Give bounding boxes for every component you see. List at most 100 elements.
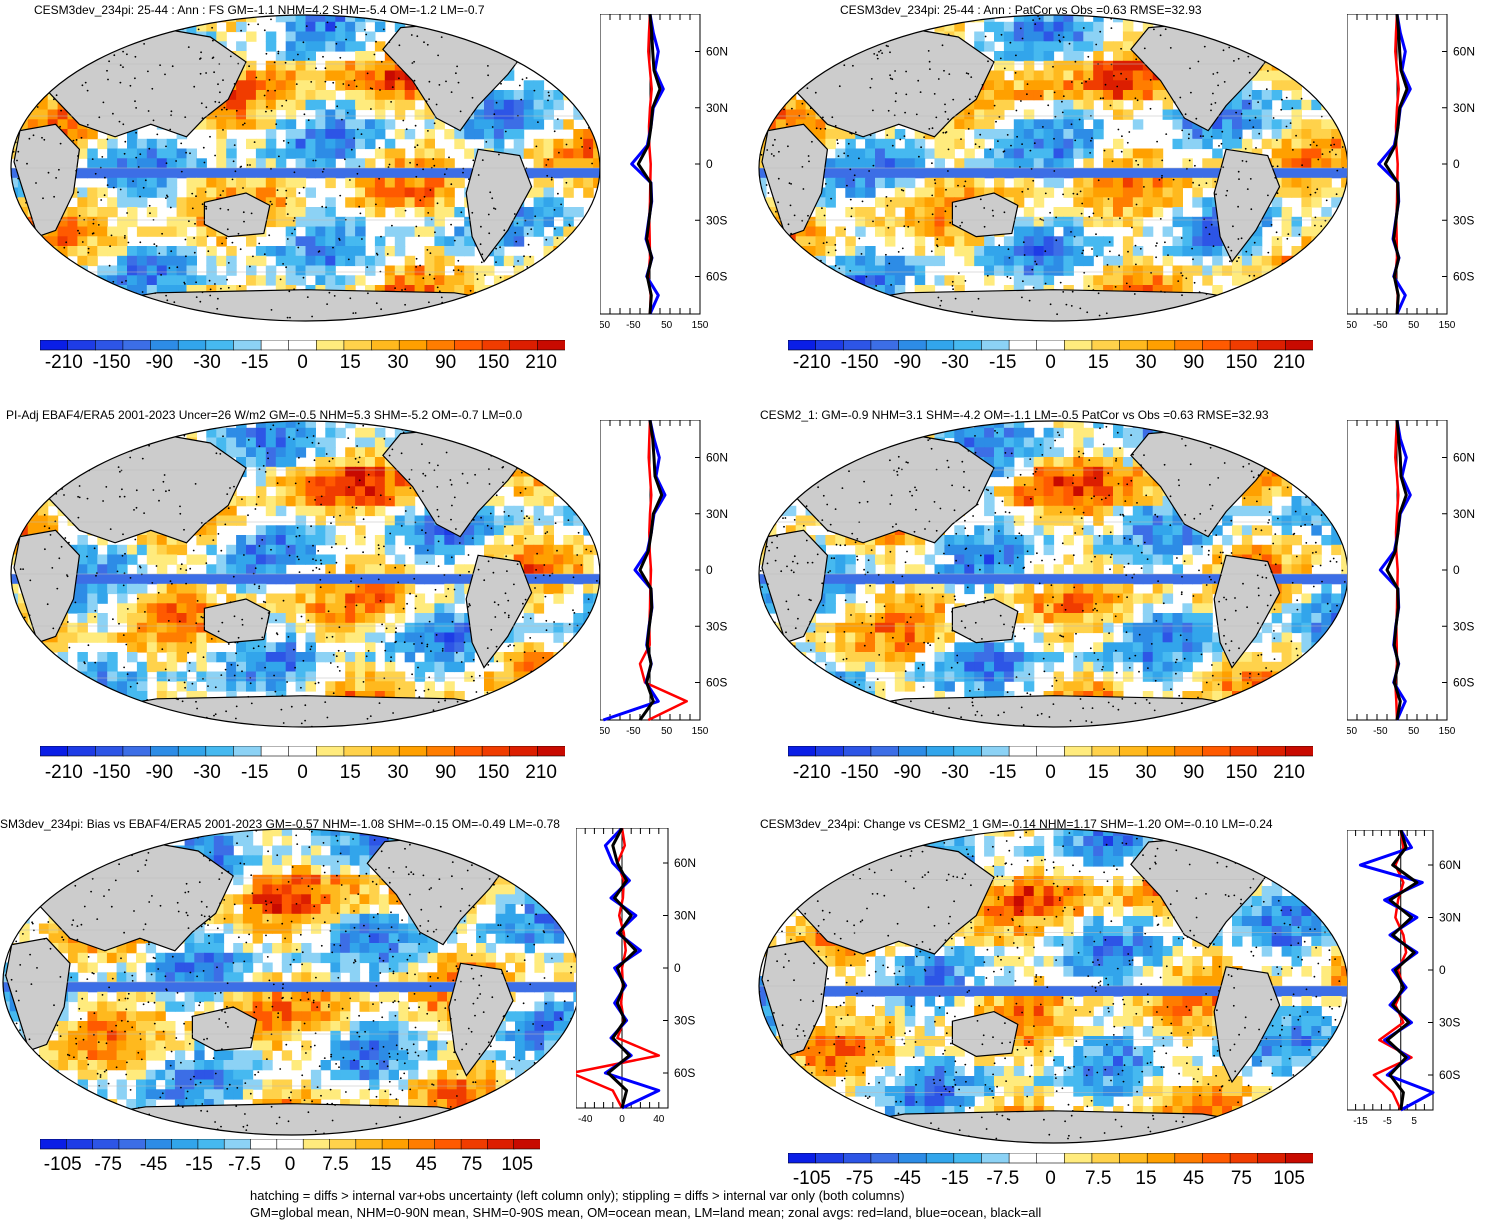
anomaly-cell	[1172, 187, 1183, 198]
anomaly-cell	[1083, 129, 1094, 140]
anomaly-cell	[285, 476, 297, 487]
anomaly-cell	[894, 304, 906, 315]
stipple-dot	[1087, 285, 1090, 287]
anomaly-cell	[865, 304, 876, 315]
anomaly-cell	[186, 421, 197, 429]
stipple-dot	[56, 70, 59, 73]
stipple-dot	[1217, 84, 1219, 87]
anomaly-cell	[285, 60, 297, 72]
stipple-dot	[513, 265, 515, 268]
stipple-dot	[199, 57, 202, 60]
stipple-dot	[495, 247, 497, 250]
anomaly-cell	[563, 216, 574, 228]
anomaly-cell	[1063, 148, 1074, 159]
anomaly-cell	[335, 427, 346, 439]
anomaly-cell	[305, 99, 316, 111]
anomaly-cell	[345, 505, 356, 517]
anomaly-cell	[484, 129, 495, 140]
anomaly-cell	[444, 129, 455, 140]
anomaly-cell	[275, 158, 287, 169]
anomaly-cell	[1043, 60, 1055, 72]
stipple-dot	[235, 109, 238, 112]
anomaly-cell	[765, 41, 777, 52]
anomaly-cell	[404, 177, 416, 189]
stipple-dot	[823, 214, 826, 217]
stipple-dot	[487, 65, 489, 67]
stipple-dot	[154, 292, 157, 294]
anomaly-cell	[884, 148, 896, 159]
stipple-dot	[1030, 167, 1033, 170]
anomaly-cell	[285, 457, 297, 468]
anomaly-cell	[954, 285, 965, 296]
anomaly-cell	[1122, 236, 1134, 247]
stipple-dot	[212, 39, 214, 42]
anomaly-cell	[1232, 99, 1243, 111]
stipple-dot	[205, 72, 208, 74]
stipple-dot	[164, 73, 166, 76]
anomaly-cell	[265, 187, 277, 198]
stipple-dot	[122, 23, 125, 26]
anomaly-cell	[875, 148, 886, 159]
anomaly-cell	[1043, 129, 1055, 140]
anomaly-cell	[1261, 119, 1273, 130]
anomaly-cell	[1261, 285, 1273, 296]
stipple-dot	[487, 74, 489, 77]
stipple-dot	[515, 240, 518, 243]
stipple-dot	[1223, 81, 1226, 83]
anomaly-cell	[493, 427, 505, 439]
anomaly-cell	[384, 187, 396, 198]
anomaly-cell	[1202, 158, 1213, 169]
stipple-dot	[364, 28, 366, 31]
anomaly-cell	[295, 255, 307, 267]
anomaly-cell	[884, 285, 896, 296]
anomaly-cell	[107, 197, 118, 208]
anomaly-cell	[107, 168, 118, 179]
anomaly-cell	[1003, 246, 1015, 257]
anomaly-cell	[775, 15, 787, 23]
anomaly-cell	[196, 197, 207, 208]
stipple-dot	[565, 15, 567, 18]
anomaly-cell	[484, 21, 495, 33]
anomaly-cell	[523, 275, 535, 286]
anomaly-cell	[1222, 21, 1233, 33]
stipple-dot	[872, 164, 875, 167]
anomaly-cell	[815, 304, 826, 315]
anomaly-cell	[875, 275, 886, 286]
anomaly-cell	[785, 99, 797, 111]
stipple-dot	[959, 225, 962, 227]
lat-tick-label: 60N	[1453, 45, 1475, 59]
anomaly-cell	[67, 457, 78, 468]
anomaly-cell	[994, 158, 1005, 169]
anomaly-cell	[117, 226, 128, 237]
anomaly-cell	[67, 119, 78, 130]
anomaly-cell	[11, 148, 19, 159]
anomaly-cell	[1271, 304, 1283, 315]
anomaly-cell	[166, 226, 178, 237]
stipple-dot	[968, 316, 971, 319]
anomaly-cell	[37, 421, 49, 429]
stipple-dot	[287, 141, 290, 144]
stipple-dot	[559, 48, 562, 51]
stipple-dot	[1230, 21, 1233, 24]
stipple-dot	[1074, 60, 1077, 63]
anomaly-cell	[67, 236, 78, 247]
anomaly-cell	[226, 447, 237, 458]
anomaly-cell	[156, 255, 168, 267]
stipple-dot	[1276, 165, 1279, 168]
anomaly-cell	[374, 197, 386, 208]
stipple-dot	[589, 147, 591, 150]
anomaly-cell	[57, 226, 69, 237]
stipple-dot	[1218, 145, 1220, 147]
anomaly-cell	[97, 304, 108, 315]
anomaly-cell	[265, 148, 277, 159]
anomaly-cell	[127, 177, 138, 189]
anomaly-cell	[166, 314, 178, 321]
stipple-dot	[1300, 97, 1303, 100]
stipple-dot	[817, 42, 819, 44]
stipple-dot	[1190, 91, 1192, 94]
anomaly-cell	[1311, 285, 1322, 296]
anomaly-cell	[855, 187, 866, 198]
anomaly-cell	[759, 255, 767, 267]
stipple-dot	[1049, 211, 1051, 214]
anomaly-cell	[77, 168, 88, 179]
